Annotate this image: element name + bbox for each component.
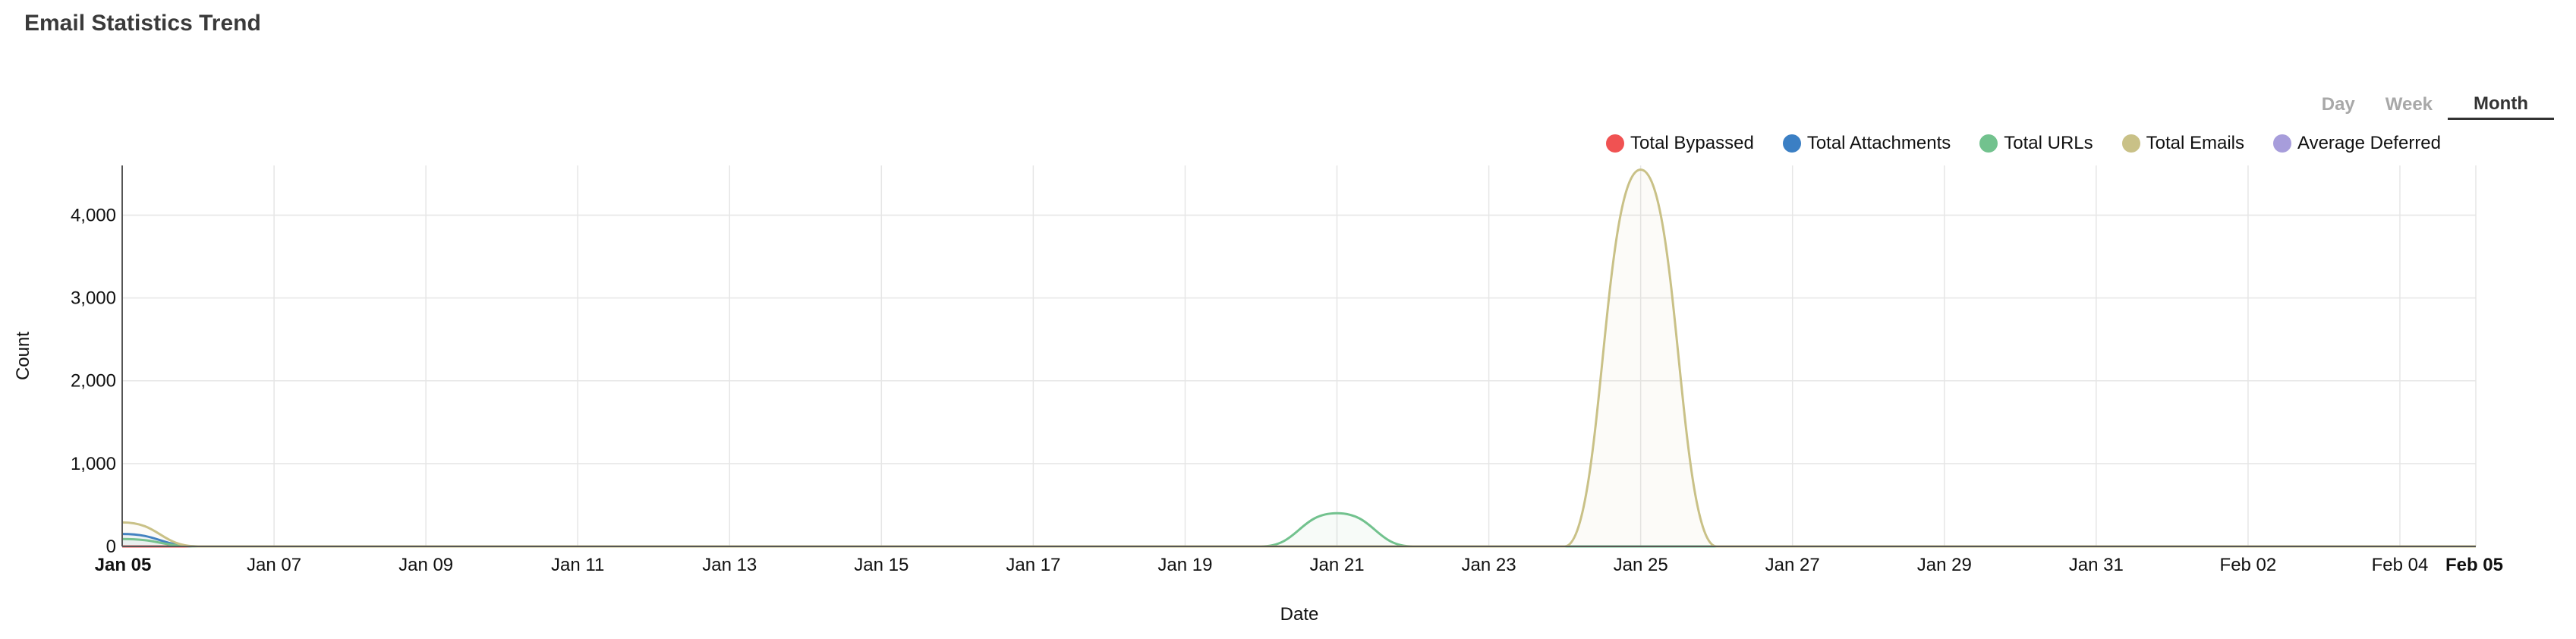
x-tick-label: Jan 21 xyxy=(1309,555,1364,575)
y-tick-label: 3,000 xyxy=(71,288,116,309)
legend-swatch-average-deferred xyxy=(2273,134,2291,153)
tab-week[interactable]: Week xyxy=(2370,85,2448,120)
x-tick-label: Jan 31 xyxy=(2069,555,2124,575)
y-tick-label: 4,000 xyxy=(71,205,116,225)
x-tick-label: Jan 29 xyxy=(1917,555,1972,575)
y-tick-label: 2,000 xyxy=(71,371,116,392)
legend-swatch-total-bypassed xyxy=(1606,134,1625,153)
legend-item-total-urls[interactable]: Total URLs xyxy=(1979,133,2093,154)
tab-month[interactable]: Month xyxy=(2448,85,2554,120)
x-tick-label: Jan 09 xyxy=(398,555,453,575)
legend-label-total-urls: Total URLs xyxy=(2004,133,2093,153)
legend-label-total-emails: Total Emails xyxy=(2146,133,2244,153)
x-tick-label: Jan 23 xyxy=(1462,555,1516,575)
legend-item-total-attachments[interactable]: Total Attachments xyxy=(1782,133,1951,154)
legend-swatch-total-attachments xyxy=(1782,134,1801,153)
x-tick-label: Feb 05 xyxy=(2445,555,2503,575)
x-tick-label: Jan 27 xyxy=(1765,555,1820,575)
series-area-total-emails xyxy=(122,169,2476,546)
y-axis-title: Count xyxy=(13,332,33,380)
tab-day[interactable]: Day xyxy=(2307,85,2370,120)
x-tick-label: Jan 07 xyxy=(247,555,301,575)
legend-item-total-emails[interactable]: Total Emails xyxy=(2121,133,2244,154)
series-layer xyxy=(121,168,2476,548)
x-tick-label: Jan 13 xyxy=(702,555,757,575)
legend-label-total-attachments: Total Attachments xyxy=(1806,133,1951,153)
chart-title: Email Statistics Trend xyxy=(24,11,261,36)
x-tick-label: Feb 04 xyxy=(2372,555,2429,575)
x-tick-label: Jan 19 xyxy=(1157,555,1212,575)
x-tick-label: Jan 11 xyxy=(551,555,604,575)
x-tick-label: Jan 25 xyxy=(1614,555,1668,575)
grid-layer xyxy=(122,165,2477,546)
chart-legend: Total Bypassed Total Attachments Total U… xyxy=(1606,133,2441,154)
legend-swatch-total-emails xyxy=(2121,134,2140,153)
y-tick-label: 1,000 xyxy=(71,454,116,474)
x-tick-label: Feb 02 xyxy=(2220,555,2277,575)
x-axis-title: Date xyxy=(1280,604,1319,625)
series-line-total-emails xyxy=(121,168,2476,548)
legend-item-average-deferred[interactable]: Average Deferred xyxy=(2273,133,2441,154)
legend-item-total-bypassed[interactable]: Total Bypassed xyxy=(1606,133,1754,154)
x-tick-label: Jan 17 xyxy=(1006,555,1060,575)
axes-layer: 0 1,000 2,000 3,000 4,000 Jan 05 Jan 07 Jan 09 J… xyxy=(71,165,2503,575)
x-tick-label: Jan 05 xyxy=(95,555,152,575)
x-tick-label: Jan 15 xyxy=(854,555,909,575)
range-tabs: Day Week Month xyxy=(2307,85,2554,120)
legend-swatch-total-urls xyxy=(1979,134,1998,153)
y-tick-label: 0 xyxy=(106,537,116,557)
legend-label-total-bypassed: Total Bypassed xyxy=(1630,133,1754,153)
legend-label-average-deferred: Average Deferred xyxy=(2297,133,2441,153)
